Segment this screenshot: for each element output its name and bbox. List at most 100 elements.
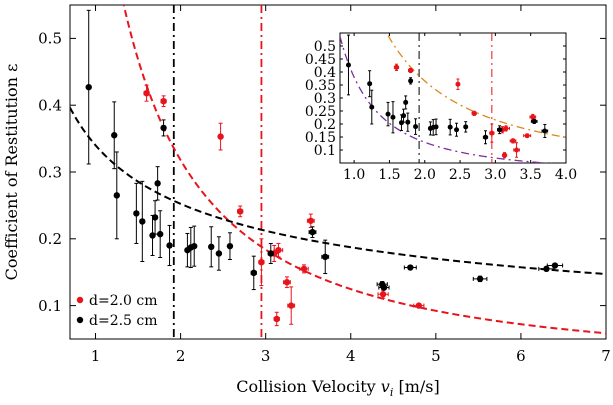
fit-curve	[122, 5, 606, 335]
point-marker	[433, 124, 439, 130]
point-marker	[413, 124, 419, 130]
x-axis-label-sub: i	[390, 386, 394, 399]
data-point	[226, 232, 234, 261]
x-tick-label: 2	[176, 347, 186, 365]
point-marker	[415, 302, 423, 309]
data-point	[471, 110, 477, 116]
data-point	[433, 118, 439, 136]
data-point	[149, 214, 156, 256]
point-marker	[160, 97, 167, 105]
x-tick-label: 3.5	[520, 167, 542, 183]
data-point	[273, 311, 280, 327]
point-marker	[380, 284, 388, 291]
data-point	[217, 122, 224, 151]
point-marker	[345, 62, 351, 68]
legend-marker-red	[76, 296, 84, 304]
point-marker	[551, 262, 559, 269]
data-point	[509, 138, 517, 144]
point-marker	[191, 242, 198, 250]
point-marker	[309, 228, 316, 236]
point-marker	[405, 119, 411, 125]
data-point	[405, 112, 411, 132]
data-point	[538, 265, 555, 273]
point-marker	[407, 264, 414, 271]
y-tick-label: 0.4	[38, 96, 62, 114]
data-point	[378, 284, 390, 291]
x-tick-label: 7	[601, 347, 611, 365]
point-marker	[401, 113, 407, 119]
data-point	[546, 262, 564, 269]
y-tick-label: 0.1	[38, 297, 62, 315]
x-tick-label: 4	[346, 347, 356, 365]
y-tick-label: 0.15	[305, 130, 336, 146]
inset-plot: 1.0 1.5 2.0 2.5 3.0 3.5 4.00.10.150.20.250.30.…	[305, 32, 577, 183]
y-tick-label: 0.1	[314, 143, 336, 159]
x-axis-label-main: Collision Velocity	[236, 377, 381, 396]
data-point	[501, 125, 510, 132]
point-marker	[322, 253, 329, 261]
point-marker	[531, 118, 537, 124]
legend-label-red: d=2.0 cm	[89, 293, 158, 309]
point-marker	[217, 133, 224, 140]
fit-curve	[340, 36, 554, 163]
data-point	[154, 166, 161, 201]
y-tick-label: 0.2	[314, 117, 336, 133]
data-point	[267, 242, 274, 265]
point-marker	[398, 120, 404, 126]
point-marker	[258, 258, 265, 266]
data-point	[541, 124, 549, 139]
point-marker	[307, 217, 314, 224]
data-point	[367, 70, 373, 98]
inset-background	[339, 32, 567, 164]
data-point	[85, 9, 92, 165]
point-marker	[379, 291, 387, 298]
data-point	[385, 101, 391, 127]
point-marker	[154, 180, 161, 187]
y-tick-label: 0.25	[305, 104, 336, 120]
x-tick-label: 2.5	[449, 167, 471, 183]
x-axis-label-var: v	[381, 377, 390, 396]
y-axis-label: Coefficient of Restitution ε	[2, 64, 21, 281]
data-point	[455, 78, 461, 90]
y-tick-label: 0.5	[38, 30, 62, 48]
data-point	[489, 123, 495, 143]
point-marker	[369, 104, 375, 110]
point-marker	[394, 64, 399, 70]
data-point	[113, 151, 120, 240]
point-marker	[250, 269, 257, 277]
point-marker	[408, 67, 414, 73]
data-point	[408, 67, 414, 74]
x-tick-label: 6	[516, 347, 526, 365]
point-marker	[267, 250, 274, 257]
data-point	[258, 238, 265, 287]
data-point	[273, 242, 284, 258]
data-point	[345, 34, 351, 96]
point-marker	[482, 134, 488, 140]
point-marker	[390, 114, 396, 120]
x-tick-label: 5	[431, 347, 441, 365]
point-marker	[530, 114, 536, 120]
data-point	[139, 180, 146, 263]
data-point	[413, 118, 419, 135]
point-marker	[113, 192, 120, 199]
x-axis-label-unit: [m/s]	[393, 377, 439, 396]
data-point	[156, 210, 164, 259]
point-marker	[471, 110, 477, 116]
data-point	[390, 101, 396, 134]
point-marker	[489, 130, 495, 136]
data-point	[143, 84, 150, 102]
point-marker	[542, 128, 548, 134]
y-tick-label: 0.4	[314, 65, 336, 81]
point-marker	[455, 81, 461, 87]
point-marker	[454, 127, 460, 133]
data-point	[166, 224, 173, 267]
y-tick-label: 0.35	[305, 78, 336, 94]
y-tick-label: 0.3	[38, 163, 62, 181]
point-marker	[85, 83, 92, 91]
point-marker	[156, 230, 164, 238]
x-axis-label: Collision Velocity vi [m/s]	[236, 377, 439, 399]
data-point	[321, 239, 330, 275]
x-tick-label: 2.0	[414, 167, 436, 183]
legend-label-black: d=2.5 cm	[89, 313, 158, 329]
